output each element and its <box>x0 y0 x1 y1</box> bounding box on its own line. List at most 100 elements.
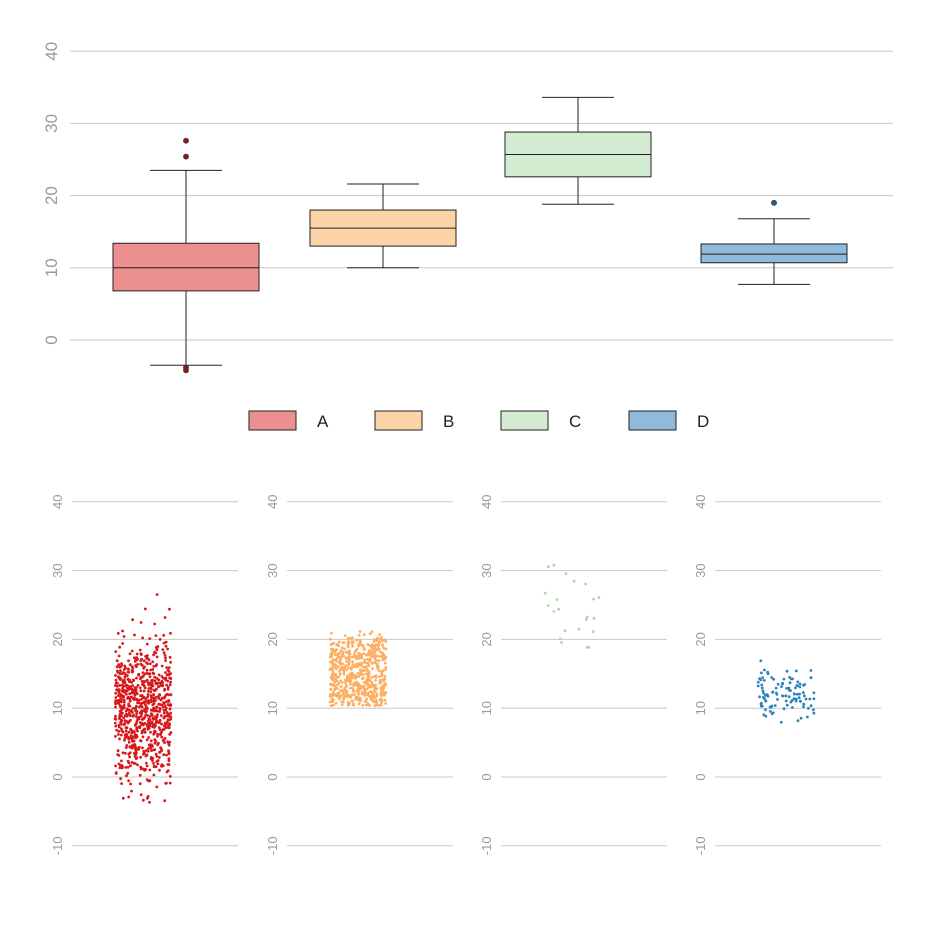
data-point <box>552 563 556 567</box>
data-point <box>768 710 772 713</box>
data-point <box>343 634 347 637</box>
data-point <box>135 709 139 713</box>
data-point <box>166 679 170 683</box>
data-point <box>543 591 547 595</box>
data-point <box>169 717 173 721</box>
data-point <box>167 670 171 673</box>
data-point <box>134 753 138 756</box>
data-point <box>165 714 169 718</box>
data-point <box>366 672 369 676</box>
data-point <box>157 721 161 724</box>
data-point <box>163 721 167 725</box>
data-point <box>143 672 147 676</box>
data-point <box>164 782 168 785</box>
data-point <box>151 684 155 688</box>
data-point <box>798 692 801 696</box>
data-point <box>138 782 142 786</box>
data-point <box>148 662 152 666</box>
data-point <box>343 695 346 698</box>
data-point <box>131 714 135 718</box>
data-point <box>136 683 140 687</box>
data-point <box>376 647 380 651</box>
data-point <box>165 753 168 757</box>
data-point <box>354 674 358 677</box>
data-point <box>141 674 145 678</box>
data-point <box>146 796 149 800</box>
data-point <box>162 709 166 712</box>
data-point <box>169 676 173 680</box>
data-point <box>347 703 351 706</box>
data-point <box>153 622 157 626</box>
data-point <box>154 721 158 725</box>
strip-points-b <box>328 630 388 708</box>
data-point <box>135 656 139 660</box>
data-point <box>775 693 779 696</box>
data-point <box>346 643 350 647</box>
data-point <box>343 647 346 651</box>
data-point <box>122 700 126 704</box>
data-point <box>366 683 370 687</box>
data-point <box>766 694 770 698</box>
data-point <box>139 793 143 797</box>
data-point <box>372 689 376 693</box>
y-tick-label: 0 <box>479 773 494 780</box>
legend-label: C <box>569 412 581 431</box>
data-point <box>155 655 159 659</box>
data-point <box>139 621 143 624</box>
data-point <box>584 618 588 621</box>
data-point <box>382 646 385 650</box>
data-point <box>155 755 159 758</box>
data-point <box>358 640 362 644</box>
y-tick-label: 30 <box>50 563 65 577</box>
data-point <box>156 734 159 738</box>
data-point <box>135 733 138 737</box>
data-point <box>340 646 344 650</box>
data-point <box>166 740 170 744</box>
data-point <box>369 690 373 693</box>
data-point <box>114 696 118 699</box>
data-point <box>163 695 167 699</box>
data-point <box>152 706 156 710</box>
data-point <box>135 726 139 730</box>
data-point <box>116 632 120 635</box>
data-point <box>125 744 129 747</box>
data-point <box>762 679 766 682</box>
data-point <box>152 732 156 736</box>
data-point <box>117 723 121 727</box>
data-point <box>153 679 157 683</box>
data-point <box>119 706 123 709</box>
data-point <box>758 677 761 681</box>
data-point <box>130 669 134 672</box>
data-point <box>808 697 812 701</box>
data-point <box>759 702 763 705</box>
data-point <box>151 660 155 664</box>
data-point <box>338 695 342 699</box>
data-point <box>812 708 815 712</box>
data-point <box>130 731 134 734</box>
iqr-box <box>112 242 260 292</box>
data-point <box>140 663 144 667</box>
data-point <box>136 763 139 767</box>
data-point <box>122 716 126 720</box>
data-point <box>371 652 374 656</box>
data-point <box>375 639 379 642</box>
data-point <box>138 648 142 652</box>
data-point <box>761 689 765 693</box>
y-tick-label: 30 <box>693 563 708 577</box>
data-point <box>167 752 171 756</box>
data-point <box>152 696 156 700</box>
data-point <box>124 751 127 755</box>
data-point <box>134 715 138 718</box>
data-point <box>156 732 160 736</box>
data-point <box>168 607 171 611</box>
strip-points-d <box>756 659 816 724</box>
data-point <box>117 754 121 757</box>
data-point <box>362 633 366 637</box>
data-point <box>356 695 360 699</box>
data-point <box>165 700 168 704</box>
data-point <box>361 703 365 707</box>
y-tick-label: -10 <box>265 836 280 855</box>
y-tick-label: 0 <box>50 773 65 780</box>
data-point <box>353 693 356 696</box>
